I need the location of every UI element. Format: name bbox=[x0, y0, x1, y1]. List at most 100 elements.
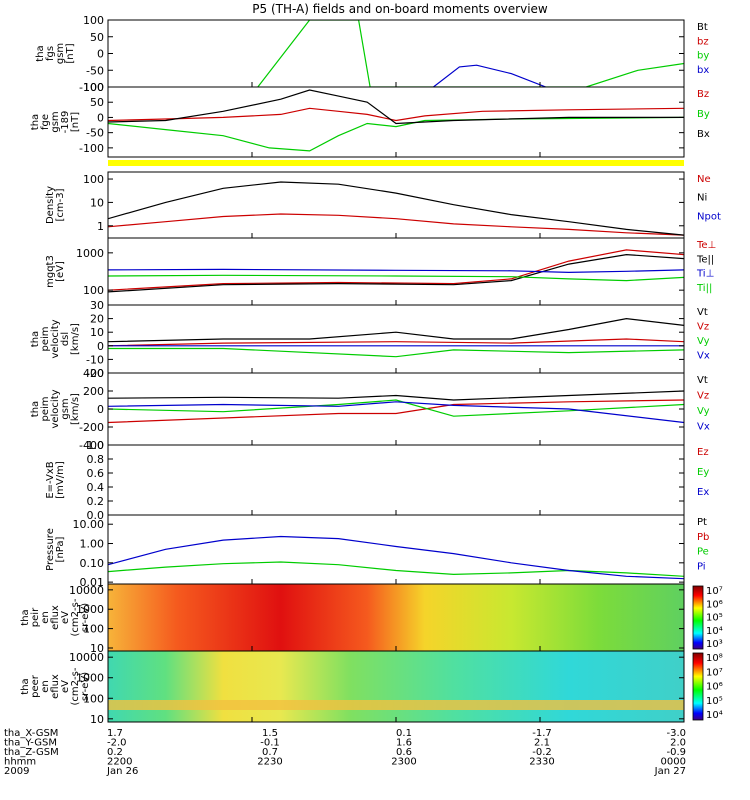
y-tick-label: -100 bbox=[79, 81, 104, 94]
panel-3: Ne Ni Npot 100 10 1 Density [cm-3] bbox=[45, 171, 721, 239]
y-axis-label: [nPa] bbox=[55, 536, 66, 562]
legend-entry: Ti⊥ bbox=[696, 269, 714, 280]
series-line bbox=[108, 116, 684, 152]
x-axis-value: 0.7 bbox=[262, 747, 278, 758]
x-axis-value: -0.1 bbox=[260, 738, 280, 749]
panel-4: Te⊥ Te|| Ti⊥ Ti|| 1000 100 mgqt3 [eV] bbox=[45, 237, 716, 306]
y-axis-label: peim bbox=[40, 326, 51, 351]
y-tick-label: -200 bbox=[79, 421, 104, 434]
y-axis-label: fge bbox=[40, 114, 51, 130]
colorbar bbox=[692, 652, 704, 721]
legend-entry: Vy bbox=[697, 336, 710, 347]
y-axis-label: fgs bbox=[45, 46, 56, 61]
x-axis-row-label: tha_Y-GSM bbox=[4, 738, 57, 749]
legend-entry: Vz bbox=[697, 391, 709, 402]
y-axis-label: [km/s] bbox=[70, 393, 81, 425]
y-tick-label: 1000 bbox=[76, 672, 104, 685]
y-axis-label: mgqt3 bbox=[45, 255, 56, 288]
y-axis-label: eflux bbox=[50, 605, 61, 630]
legend-entry: Pb bbox=[697, 532, 709, 543]
legend-entry: Ne bbox=[697, 174, 711, 185]
series-line bbox=[108, 89, 684, 125]
y-axis-label: tha bbox=[20, 609, 31, 625]
x-axis-value: 2330 bbox=[529, 757, 554, 768]
x-axis-row-label: 2009 bbox=[4, 766, 29, 777]
x-axis-value: Jan 26 bbox=[106, 766, 138, 777]
y-tick-label: -50 bbox=[86, 127, 104, 140]
y-tick-label: 0 bbox=[97, 340, 104, 353]
x-axis-value: Jan 27 bbox=[654, 766, 686, 777]
x-axis-value: 2200 bbox=[107, 757, 132, 768]
legend-entry: Vt bbox=[697, 307, 708, 318]
y-tick-label: 0.0 bbox=[87, 509, 105, 522]
x-axis-value: -2.0 bbox=[107, 738, 127, 749]
y-axis-label: peim bbox=[40, 396, 51, 421]
y-tick-label: 10.00 bbox=[73, 518, 105, 531]
legend-entry: Ex bbox=[697, 487, 709, 498]
y-tick-label: 50 bbox=[90, 31, 104, 44]
x-axis-value: -0.9 bbox=[666, 747, 686, 758]
x-axis-value: 0.2 bbox=[107, 747, 123, 758]
x-axis-labels: tha_X-GSM 1.7 1.5 0.1 -1.7 -3.0 tha_Y-GSM -2.0 -… bbox=[4, 728, 686, 777]
legend-entry: Ez bbox=[697, 447, 709, 458]
y-tick-label: 0 bbox=[97, 403, 104, 416]
y-axis-label: eV bbox=[60, 680, 71, 693]
spectrogram bbox=[108, 584, 684, 651]
y-axis-label: dsl bbox=[60, 332, 71, 346]
y-tick-label: 10 bbox=[90, 642, 104, 655]
colorbar-label: 10⁶ bbox=[706, 682, 723, 693]
x-axis-value: -1.7 bbox=[532, 728, 552, 739]
legend-entry: Bz bbox=[697, 89, 709, 100]
y-axis-label: -189 bbox=[60, 111, 71, 134]
y-tick-label: 20 bbox=[90, 313, 104, 326]
legend-entry: Vt bbox=[697, 375, 708, 386]
series-line bbox=[108, 390, 684, 401]
series-line bbox=[257, 20, 684, 87]
y-axis-label: sr-eV) bbox=[80, 603, 91, 632]
colorbar-label: 10⁴ bbox=[706, 710, 723, 721]
x-axis-value: 0000 bbox=[661, 757, 686, 768]
panel-frame bbox=[107, 444, 685, 516]
y-axis-label: eflux bbox=[50, 674, 61, 699]
y-axis-label: tha bbox=[30, 401, 41, 417]
y-axis-label: gsm bbox=[55, 43, 66, 64]
series-line bbox=[108, 399, 684, 424]
y-axis-label: sr-eV) bbox=[80, 672, 91, 701]
panel-10: 10⁸ 10⁷ 10⁶ 10⁵ 10⁴ 10000 1000 100 10 tha peer en ef… bbox=[20, 650, 723, 726]
colorbar-label: 10⁴ bbox=[706, 626, 723, 637]
panel-1: Bt bz by bx 100 50 0 -50 -100 tha fgs gsm [nT] bbox=[35, 14, 709, 94]
colorbar bbox=[692, 585, 704, 650]
series-line bbox=[108, 253, 684, 293]
x-axis-row-label: tha_Z-GSM bbox=[4, 747, 59, 758]
y-axis-label: (cm2-s- bbox=[70, 667, 81, 705]
spectrogram bbox=[108, 651, 684, 722]
x-axis-value: -3.0 bbox=[666, 728, 686, 739]
y-tick-label: 100 bbox=[83, 623, 104, 636]
panel-frame bbox=[107, 304, 685, 374]
series-line bbox=[433, 64, 547, 87]
panel-6: Vt Vz Vy Vx 400 200 0 -200 -400 tha peim velocity gs… bbox=[30, 367, 710, 452]
y-tick-label: 200 bbox=[83, 385, 104, 398]
y-axis-label: velocity bbox=[50, 319, 61, 358]
series-line bbox=[108, 535, 684, 580]
quality-flag-bar bbox=[108, 160, 684, 166]
y-tick-label: -20 bbox=[86, 367, 104, 380]
y-axis-label: eV bbox=[60, 611, 71, 624]
legend-entry: Bt bbox=[697, 22, 708, 33]
y-tick-label: 10 bbox=[90, 326, 104, 339]
legend-entry: bx bbox=[697, 65, 709, 76]
y-tick-label: 1000 bbox=[76, 247, 104, 260]
colorbar-label: 10⁷ bbox=[706, 667, 723, 678]
y-tick-label: 100 bbox=[83, 14, 104, 27]
y-tick-label: 1000 bbox=[76, 603, 104, 616]
panel-frame bbox=[107, 86, 685, 158]
colorbar-label: 10⁸ bbox=[706, 653, 723, 664]
legend-entry: Pe bbox=[697, 547, 709, 558]
y-axis-label: [cm-3] bbox=[55, 188, 66, 221]
legend-entry: Vz bbox=[697, 322, 709, 333]
y-tick-label: -400 bbox=[79, 439, 104, 452]
series-line bbox=[108, 249, 684, 291]
